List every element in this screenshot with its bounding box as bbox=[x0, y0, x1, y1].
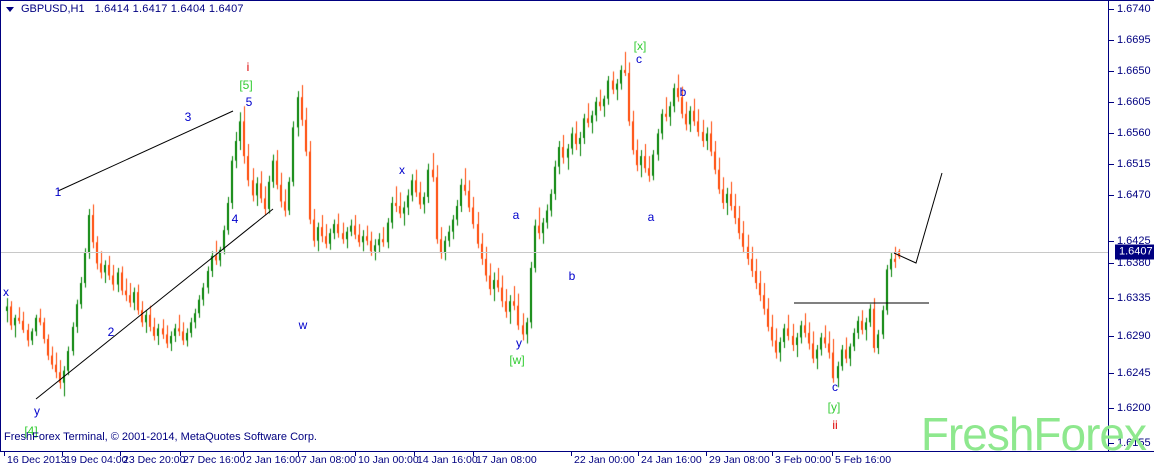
current-price-badge: 1.6407 bbox=[1115, 244, 1154, 260]
wave-label-1[interactable]: 1 bbox=[54, 185, 62, 199]
wave-label-2[interactable]: 2 bbox=[107, 325, 115, 339]
time-axis[interactable]: 16 Dec 2013 19 Dec 04:00 23 Dec 20:00 27 De… bbox=[0, 452, 1154, 466]
price-tick bbox=[1109, 71, 1114, 72]
price-tick bbox=[1109, 40, 1114, 41]
current-price-gridline bbox=[1, 252, 1108, 253]
price-tick bbox=[1109, 443, 1114, 444]
wave-label-b[interactable]: b bbox=[568, 269, 576, 283]
time-tick bbox=[706, 452, 707, 456]
trendline-channel-lower[interactable] bbox=[35, 208, 274, 400]
price-tick-label: 1.6560 bbox=[1117, 127, 1151, 139]
time-tick bbox=[473, 452, 474, 456]
price-tick-label: 1.6470 bbox=[1117, 189, 1151, 201]
time-tick-label: 17 Jan 08:00 bbox=[476, 454, 537, 466]
wave-label-5[interactable]: 5 bbox=[245, 95, 253, 109]
price-tick-label: 1.6695 bbox=[1117, 34, 1151, 46]
time-tick-label: 23 Dec 20:00 bbox=[123, 454, 186, 466]
time-tick-label: 22 Jan 00:00 bbox=[574, 454, 635, 466]
time-tick-label: 14 Jan 16:00 bbox=[417, 454, 478, 466]
time-tick bbox=[298, 452, 299, 456]
wave-label-w[interactable]: w bbox=[298, 318, 308, 332]
chart-plot-area[interactable]: x y [4] 1 2 3 4 5 [5] i w x y [w] a b c [x] a b c [y] ii bbox=[1, 1, 1108, 451]
price-tick-label: 1.6335 bbox=[1117, 292, 1151, 304]
time-tick-label: 27 Dec 16:00 bbox=[183, 454, 246, 466]
time-tick bbox=[832, 452, 833, 456]
wave-label-y[interactable]: y bbox=[34, 404, 40, 418]
trendline-channel-upper[interactable] bbox=[57, 110, 234, 192]
price-tick bbox=[1109, 102, 1114, 103]
candlestick-series bbox=[1, 1, 1108, 451]
price-tick-label: 1.6245 bbox=[1117, 367, 1151, 379]
price-tick-label: 1.6515 bbox=[1117, 158, 1151, 170]
price-tick bbox=[1109, 164, 1114, 165]
time-tick bbox=[62, 452, 63, 456]
time-tick bbox=[180, 452, 181, 456]
freshforex-watermark: FreshForex bbox=[920, 408, 1147, 460]
price-tick-label: 1.6650 bbox=[1117, 65, 1151, 77]
forecast-projection-line[interactable] bbox=[893, 172, 943, 264]
price-tick-label: 1.6290 bbox=[1117, 330, 1151, 342]
wave-label-w[interactable]: [w] bbox=[509, 353, 525, 367]
price-tick bbox=[1109, 241, 1114, 242]
price-tick bbox=[1109, 263, 1114, 264]
chart-frame-left bbox=[0, 0, 1, 452]
time-tick-label: 29 Jan 08:00 bbox=[709, 454, 770, 466]
time-tick bbox=[355, 452, 356, 456]
time-tick-label: 10 Jan 00:00 bbox=[358, 454, 419, 466]
time-tick bbox=[4, 452, 5, 456]
copyright-notice: FreshForex Terminal, © 2001-2014, MetaQu… bbox=[4, 431, 317, 443]
time-tick-label: 2 Jan 16:00 bbox=[246, 454, 301, 466]
wave-label-b[interactable]: b bbox=[679, 85, 687, 99]
price-tick-label: 1.6740 bbox=[1117, 3, 1151, 15]
price-axis[interactable]: 1.6740 1.6695 1.6650 1.6605 1.6560 1.6515 1.64… bbox=[1109, 0, 1154, 452]
wave-label-c[interactable]: c bbox=[636, 52, 642, 66]
time-tick bbox=[414, 452, 415, 456]
wave-label-y[interactable]: [y] bbox=[827, 400, 841, 414]
wave-label-a[interactable]: a bbox=[647, 210, 655, 224]
time-tick-label: 7 Jan 08:00 bbox=[301, 454, 356, 466]
price-tick bbox=[1109, 298, 1114, 299]
wave-label-3[interactable]: 3 bbox=[184, 110, 192, 124]
time-tick bbox=[772, 452, 773, 456]
time-tick-label: 19 Dec 04:00 bbox=[65, 454, 128, 466]
chart-frame-top bbox=[0, 0, 1154, 1]
price-tick-label: 1.6200 bbox=[1117, 402, 1151, 414]
wave-label-a[interactable]: a bbox=[512, 208, 520, 222]
wave-label-4[interactable]: 4 bbox=[231, 212, 239, 226]
wave-label-x[interactable]: [x] bbox=[633, 39, 647, 53]
time-tick-label: 5 Feb 16:00 bbox=[835, 454, 892, 466]
wave-label-c[interactable]: c bbox=[832, 380, 838, 394]
price-tick bbox=[1109, 373, 1114, 374]
price-axis-divider bbox=[1108, 0, 1109, 452]
time-tick bbox=[243, 452, 244, 456]
price-tick-label: 1.6380 bbox=[1117, 257, 1151, 269]
price-tick bbox=[1109, 133, 1114, 134]
price-tick bbox=[1109, 9, 1114, 10]
chart-frame-bottom bbox=[0, 451, 1154, 452]
wave-label-4[interactable]: [4] bbox=[24, 424, 38, 438]
time-tick-label: 16 Dec 2013 bbox=[7, 454, 67, 466]
time-tick bbox=[638, 452, 639, 456]
price-tick-label: 1.6605 bbox=[1117, 96, 1151, 108]
drawing-objects-layer bbox=[35, 110, 943, 400]
time-tick-label: 3 Feb 00:00 bbox=[775, 454, 832, 466]
wave-label-ii[interactable]: ii bbox=[832, 418, 838, 432]
price-tick bbox=[1109, 408, 1114, 409]
price-tick bbox=[1109, 336, 1114, 337]
wave-label-x[interactable]: x bbox=[399, 163, 405, 177]
wave-label-i[interactable]: i bbox=[246, 60, 250, 74]
price-tick-label: 1.6155 bbox=[1117, 437, 1151, 449]
time-tick bbox=[120, 452, 121, 456]
wave-label-x[interactable]: x bbox=[3, 285, 9, 299]
time-tick-label: 24 Jan 16:00 bbox=[641, 454, 702, 466]
price-tick bbox=[1109, 195, 1114, 196]
price-tick-label: 1.6425 bbox=[1117, 235, 1151, 247]
wave-label-y[interactable]: y bbox=[516, 336, 522, 350]
time-tick bbox=[571, 452, 572, 456]
wave-label-5[interactable]: [5] bbox=[239, 78, 253, 92]
